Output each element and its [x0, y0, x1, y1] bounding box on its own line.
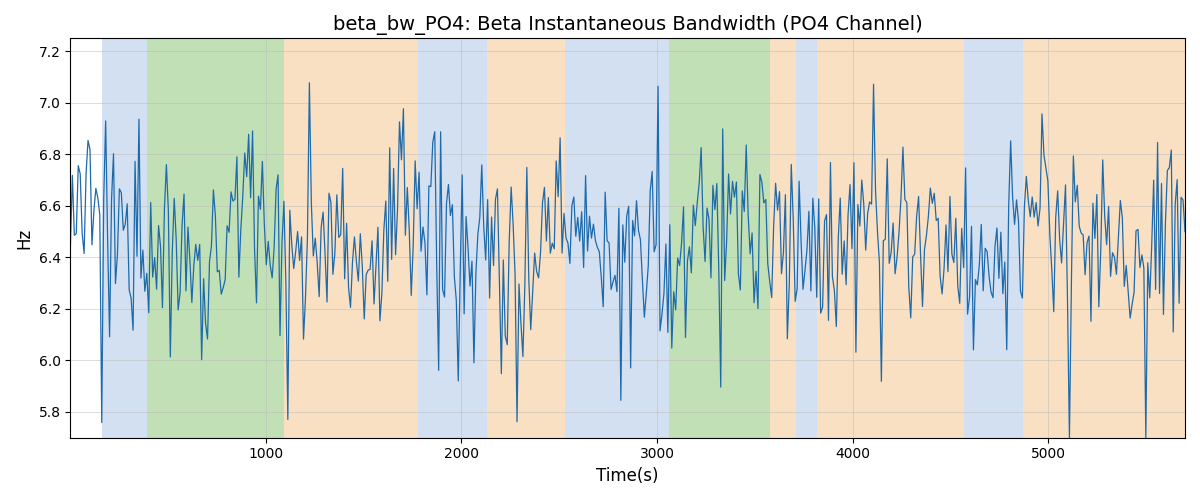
X-axis label: Time(s): Time(s) — [596, 467, 659, 485]
Bar — [668, 38, 689, 438]
Y-axis label: Hz: Hz — [14, 228, 32, 248]
Bar — [102, 38, 146, 438]
Bar — [146, 38, 283, 438]
Bar — [817, 38, 964, 438]
Bar — [283, 38, 419, 438]
Bar — [964, 38, 1022, 438]
Bar — [689, 38, 770, 438]
Bar — [565, 38, 668, 438]
Bar — [770, 38, 796, 438]
Bar — [796, 38, 817, 438]
Bar — [1022, 38, 1184, 438]
Bar — [487, 38, 565, 438]
Bar — [419, 38, 487, 438]
Title: beta_bw_PO4: Beta Instantaneous Bandwidth (PO4 Channel): beta_bw_PO4: Beta Instantaneous Bandwidt… — [332, 15, 923, 35]
